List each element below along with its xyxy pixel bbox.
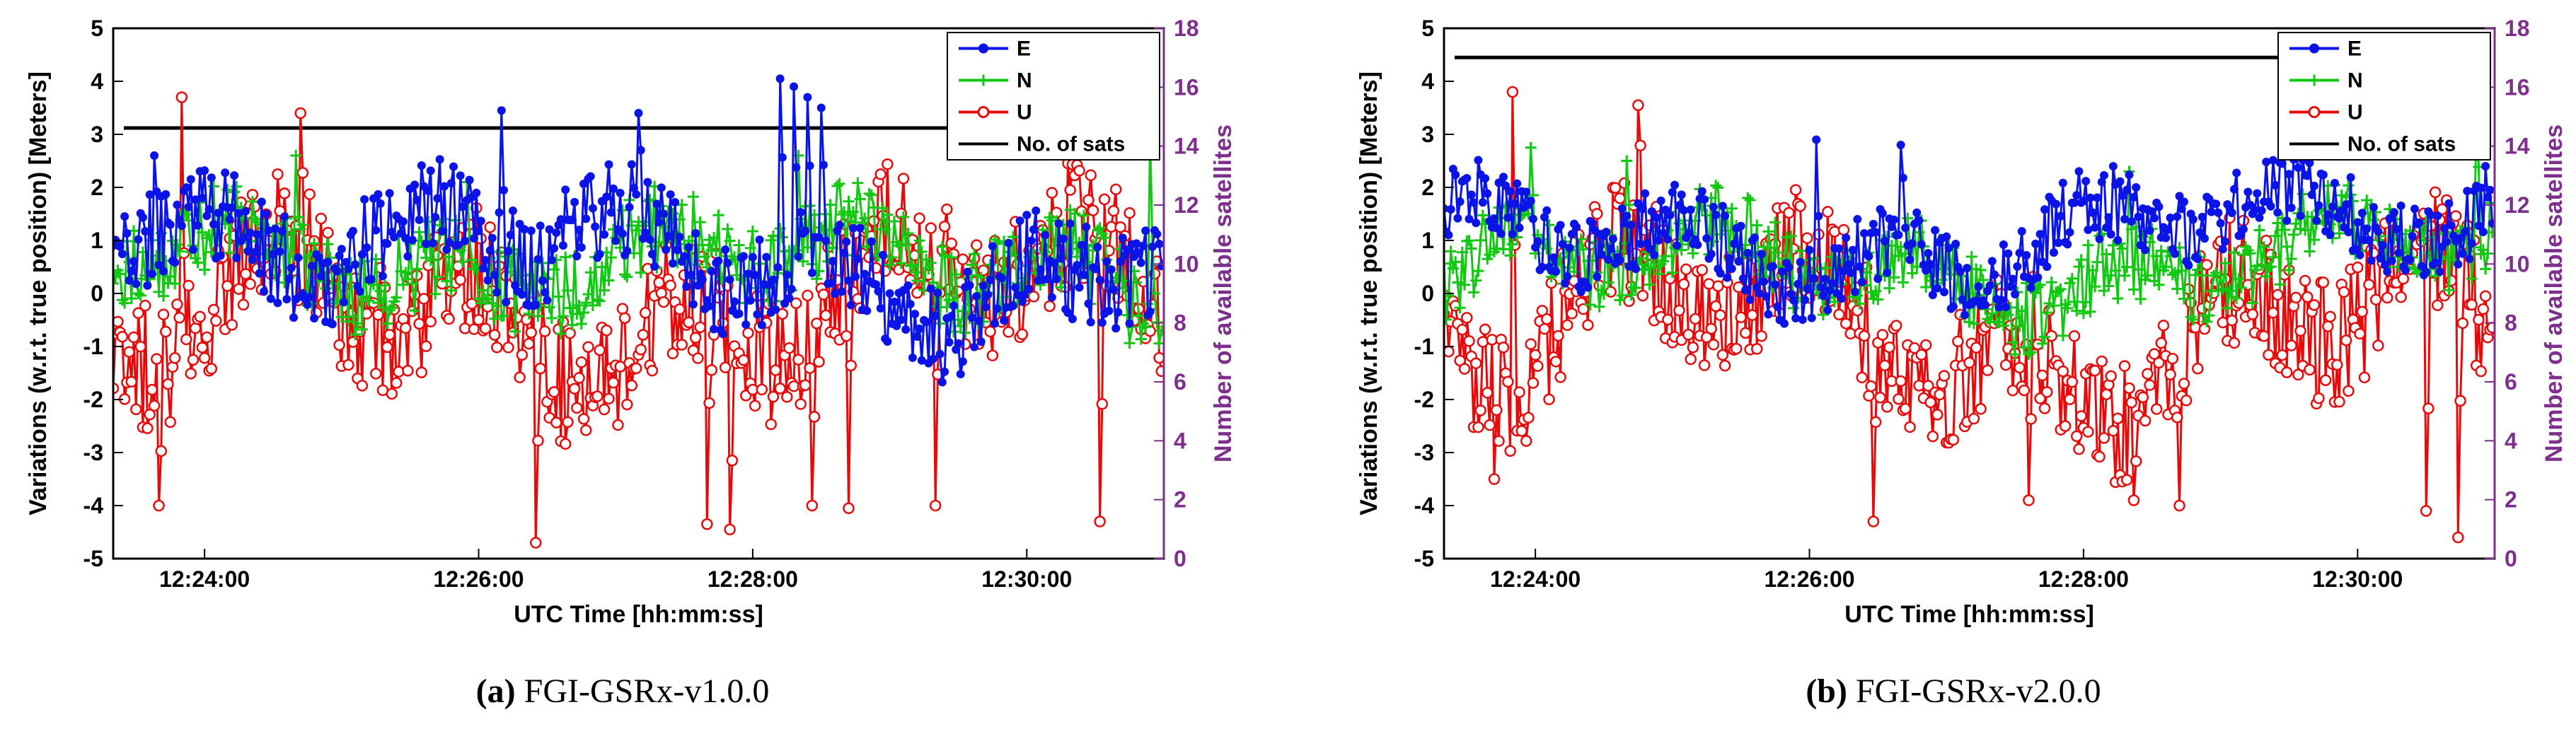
svg-text:-3: -3: [83, 440, 103, 465]
svg-text:12:30:00: 12:30:00: [981, 566, 1072, 592]
svg-text:4: 4: [1421, 69, 1434, 94]
svg-text:6: 6: [2505, 369, 2517, 395]
svg-text:Variations (w.r.t. true positi: Variations (w.r.t. true position) [Meter…: [25, 71, 52, 515]
svg-text:18: 18: [2505, 16, 2530, 41]
svg-text:12:28:00: 12:28:00: [707, 566, 798, 592]
svg-text:Variations (w.r.t. true positi: Variations (w.r.t. true position) [Meter…: [1356, 71, 1382, 515]
chart-a: -5-4-3-2-101234502468101214161812:24:001…: [0, 0, 1245, 665]
svg-text:12:24:00: 12:24:00: [1490, 566, 1581, 592]
figure-row: -5-4-3-2-101234502468101214161812:24:001…: [0, 0, 2576, 711]
caption-b-prefix: (b): [1806, 672, 1856, 710]
svg-text:N: N: [1017, 69, 1032, 93]
svg-text:16: 16: [2505, 74, 2530, 100]
panel-b: -5-4-3-2-101234502468101214161812:24:001…: [1331, 0, 2576, 711]
svg-text:0: 0: [1421, 281, 1434, 306]
svg-text:8: 8: [1174, 310, 1186, 336]
svg-text:10: 10: [1174, 251, 1199, 276]
svg-text:12:30:00: 12:30:00: [2312, 566, 2403, 592]
svg-text:-3: -3: [1414, 440, 1434, 465]
svg-text:2: 2: [2505, 487, 2517, 513]
caption-a-prefix: (a): [476, 672, 524, 710]
svg-text:12: 12: [2505, 192, 2530, 218]
svg-text:-1: -1: [83, 334, 103, 359]
svg-text:-5: -5: [83, 546, 103, 571]
svg-text:12:26:00: 12:26:00: [433, 566, 524, 592]
svg-text:3: 3: [91, 122, 103, 147]
svg-text:UTC Time [hh:mm:ss]: UTC Time [hh:mm:ss]: [514, 601, 763, 628]
svg-text:6: 6: [1174, 369, 1186, 395]
caption-a-text: FGI-GSRx-v1.0.0: [524, 672, 770, 710]
svg-text:16: 16: [1174, 74, 1199, 100]
svg-text:14: 14: [1174, 134, 1199, 159]
svg-text:0: 0: [2505, 546, 2517, 571]
svg-text:14: 14: [2505, 134, 2530, 159]
svg-text:-1: -1: [1414, 334, 1434, 359]
svg-text:2: 2: [1174, 487, 1186, 513]
svg-text:No. of sats: No. of sats: [1017, 133, 1125, 156]
svg-text:No. of sats: No. of sats: [2347, 133, 2456, 156]
svg-text:12:28:00: 12:28:00: [2038, 566, 2129, 592]
caption-a: (a) FGI-GSRx-v1.0.0: [476, 672, 770, 711]
svg-text:4: 4: [1174, 428, 1186, 453]
svg-text:12:26:00: 12:26:00: [1764, 566, 1854, 592]
svg-text:12:24:00: 12:24:00: [159, 566, 250, 592]
svg-text:5: 5: [91, 16, 103, 41]
svg-text:N: N: [2347, 69, 2363, 93]
svg-text:E: E: [1017, 37, 1031, 61]
svg-text:2: 2: [91, 175, 103, 200]
svg-text:UTC Time [hh:mm:ss]: UTC Time [hh:mm:ss]: [1844, 601, 2094, 628]
svg-text:2: 2: [1421, 175, 1434, 200]
caption-b-text: FGI-GSRx-v2.0.0: [1856, 672, 2101, 710]
svg-text:3: 3: [1421, 122, 1434, 147]
svg-text:1: 1: [91, 228, 103, 253]
chart-b: -5-4-3-2-101234502468101214161812:24:001…: [1331, 0, 2576, 665]
svg-text:-4: -4: [1414, 493, 1435, 518]
svg-text:1: 1: [1421, 228, 1434, 253]
svg-text:E: E: [2347, 37, 2362, 61]
svg-text:Number of available satellites: Number of available satellites: [2541, 124, 2568, 462]
svg-text:8: 8: [2505, 310, 2517, 336]
svg-text:18: 18: [1174, 16, 1199, 41]
svg-text:4: 4: [91, 69, 103, 94]
svg-text:12: 12: [1174, 192, 1199, 218]
svg-text:U: U: [1017, 101, 1032, 124]
svg-text:Number of available satellites: Number of available satellites: [1210, 124, 1237, 462]
svg-text:U: U: [2347, 101, 2363, 124]
svg-text:-4: -4: [83, 493, 104, 518]
svg-text:-2: -2: [83, 387, 103, 412]
svg-text:-2: -2: [1414, 387, 1434, 412]
svg-text:4: 4: [2505, 428, 2517, 453]
svg-text:5: 5: [1421, 16, 1434, 41]
svg-text:10: 10: [2505, 251, 2530, 276]
svg-text:0: 0: [91, 281, 103, 306]
svg-text:-5: -5: [1414, 546, 1434, 571]
caption-b: (b) FGI-GSRx-v2.0.0: [1806, 672, 2101, 711]
svg-text:0: 0: [1174, 546, 1186, 571]
panel-a: -5-4-3-2-101234502468101214161812:24:001…: [0, 0, 1245, 711]
